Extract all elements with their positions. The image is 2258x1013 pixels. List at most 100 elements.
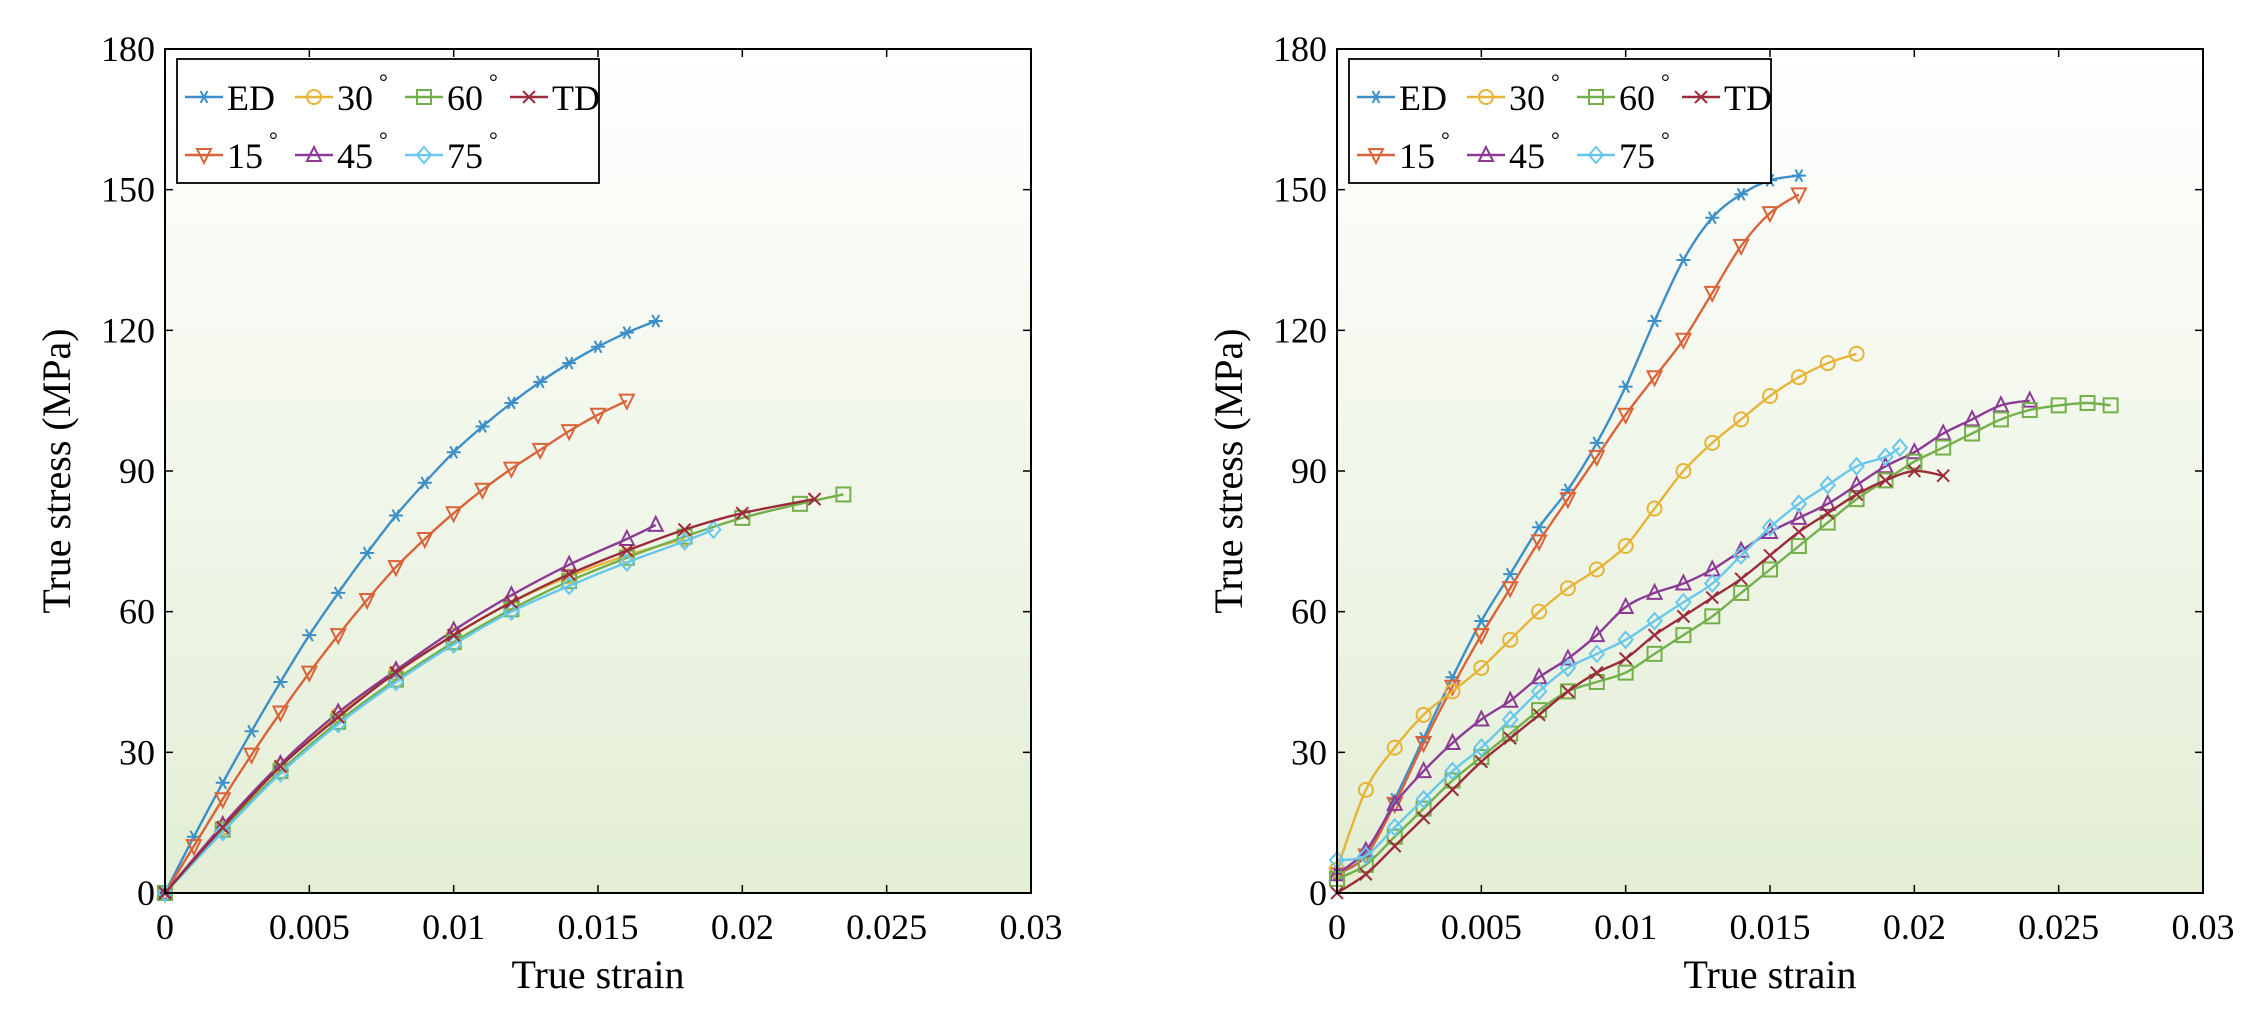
y-tick-label: 0 (1309, 873, 1327, 913)
data-point-60 (2102, 397, 2119, 414)
legend-item-ED: ED (1357, 78, 1447, 118)
legend-marker-75 (1587, 145, 1605, 165)
data-point-ED (648, 314, 663, 328)
data-point-75 (1501, 709, 1519, 730)
x-tick-label: 0.01 (1594, 907, 1657, 947)
x-tick-label: 0.02 (1883, 907, 1946, 947)
y-tick-label: 60 (119, 592, 155, 632)
data-point-45 (1414, 760, 1433, 779)
data-point-60 (1415, 800, 1432, 817)
series-line-75 (164, 528, 714, 894)
degree-sign: ° (489, 69, 498, 94)
legend-item-30: 30 ° (295, 69, 388, 118)
data-point-75 (1444, 761, 1461, 781)
data-point-15 (185, 839, 203, 857)
y-tick-label: 60 (1291, 592, 1327, 632)
right-chart-panel: 0 0.005 0.01 0.015 0.02 0.025 0.03 0 30 60 90 120 15… (1206, 29, 2235, 997)
legend-marker-30 (1478, 89, 1494, 105)
data-point-TD (677, 522, 692, 537)
data-point-60 (1357, 856, 1374, 873)
degree-sign: ° (1661, 127, 1670, 152)
data-point-30 (1386, 739, 1403, 756)
data-point-75 (1848, 456, 1865, 476)
data-point-30 (1733, 411, 1750, 428)
plot-area (1337, 49, 2203, 893)
data-point-ED (1532, 520, 1547, 534)
data-point-ED (1791, 169, 1806, 183)
legend-label: 30 (337, 78, 373, 118)
data-point-60 (1762, 561, 1778, 578)
plot-frame (1336, 48, 2204, 894)
legend-item-75: 75 ° (405, 127, 498, 176)
y-tick-label: 0 (137, 873, 155, 913)
data-point-ED (1618, 380, 1633, 394)
data-point-75 (387, 672, 405, 692)
legend-item-60: 60 ° (405, 69, 498, 118)
data-point-30 (1559, 580, 1576, 597)
data-point-15 (473, 482, 492, 500)
data-point-TD (446, 628, 461, 642)
x-tick-label: 0.01 (422, 907, 485, 947)
data-point-15 (589, 407, 607, 425)
data-point-45 (1386, 793, 1404, 811)
legend-item-75: 75 ° (1577, 127, 1670, 176)
data-point-75 (1761, 517, 1779, 537)
data-point-15 (531, 442, 549, 461)
data-point-ED (1474, 614, 1489, 628)
data-point-75 (1819, 475, 1837, 495)
data-point-75 (705, 520, 722, 540)
y-tick-label: 120 (101, 310, 155, 350)
series-line-30 (1335, 352, 1857, 871)
legend-label: TD (552, 78, 600, 118)
data-point-30 (1588, 561, 1605, 578)
data-point-ED (360, 546, 375, 560)
x-tick-label: 0 (1328, 907, 1346, 947)
data-point-TD (1416, 811, 1431, 825)
data-point-75 (156, 883, 174, 903)
data-point-15 (1472, 628, 1490, 646)
data-point-TD (1821, 506, 1835, 520)
data-point-ED (215, 776, 230, 790)
data-point-15 (1588, 449, 1606, 468)
data-point-75 (1646, 611, 1663, 631)
data-point-75 (1891, 438, 1909, 458)
series-15 (156, 393, 636, 904)
data-point-TD (1763, 548, 1777, 563)
data-point-75 (1790, 494, 1808, 514)
data-point-75 (1703, 574, 1721, 594)
data-point-45 (1934, 423, 1952, 441)
series-group (1328, 169, 2119, 900)
data-point-45 (1847, 474, 1866, 493)
data-point-TD (735, 506, 750, 520)
data-point-ED (619, 326, 634, 340)
data-point-75 (1415, 789, 1432, 809)
legend-label: 15 (227, 136, 263, 176)
x-tick-label: 0.015 (558, 907, 639, 947)
data-point-15 (1530, 534, 1548, 552)
left-chart-panel: 0 0.005 0.01 0.015 0.02 0.025 0.03 0 30 60 90 120 15… (34, 29, 1063, 997)
data-point-45 (1645, 582, 1664, 600)
data-point-ED (417, 476, 432, 490)
data-point-15 (1703, 285, 1721, 304)
legend-marker-TD (1694, 90, 1708, 104)
data-point-TD (1445, 783, 1460, 797)
data-point-60 (1790, 538, 1807, 555)
data-point-15 (560, 424, 578, 442)
data-point-75 (560, 576, 578, 596)
data-point-ED (273, 675, 288, 689)
data-point-30 (1444, 683, 1461, 700)
legend-marker-45 (1477, 144, 1495, 162)
x-tick-label: 0.025 (846, 907, 927, 947)
legend-label: 45 (1509, 136, 1545, 176)
data-point-TD (1590, 665, 1604, 680)
data-point-75 (676, 531, 693, 551)
data-point-60 (1704, 608, 1721, 625)
series-line-TD (1336, 469, 1944, 895)
series-line-60 (164, 493, 844, 894)
data-point-TD (1792, 525, 1806, 539)
degree-sign: ° (379, 127, 388, 152)
data-point-30 (1617, 538, 1634, 555)
data-point-ED (244, 724, 259, 738)
legend-item-45: 45 ° (1467, 127, 1560, 176)
